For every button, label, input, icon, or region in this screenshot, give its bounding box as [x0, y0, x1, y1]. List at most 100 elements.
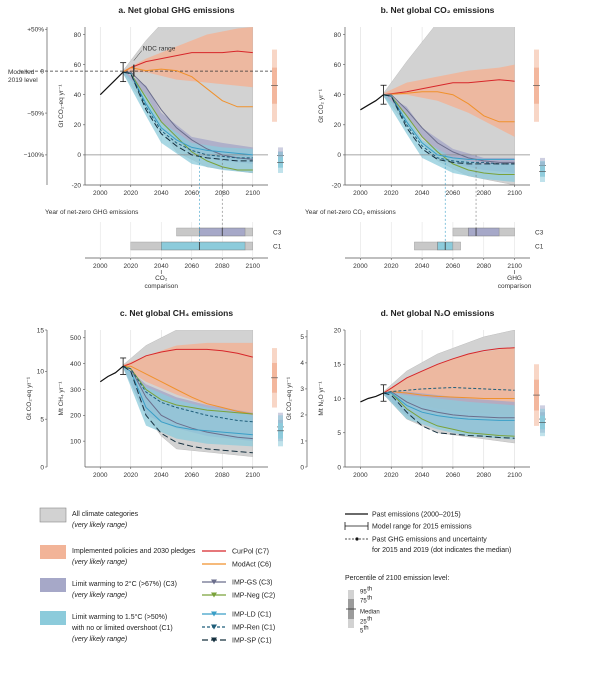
band-implemented-policies: [383, 64, 515, 137]
y-tick-label: 100: [70, 438, 81, 445]
x-tick-label: 2000: [93, 472, 108, 479]
x-tick-label: 2060: [185, 472, 200, 479]
legend-percentile-title: Percentile of 2100 emission level:: [345, 575, 449, 582]
y-tick-label: 60: [334, 62, 342, 69]
legend-swatch-c3: [40, 578, 66, 592]
series-imp-gs-c3-: [383, 391, 515, 419]
series-imp-neg-c2-: [123, 71, 253, 171]
legend-percentile-sup: th: [364, 626, 369, 632]
band-c1: [383, 391, 515, 440]
ndc-leader: [133, 50, 142, 61]
secondary-tick-label: 1: [300, 438, 304, 445]
netzero-title: Year of net-zero CO₂ emissions: [305, 209, 397, 216]
series-imp-sp-c1-: [383, 392, 515, 439]
series-imp-sp-c1-: [122, 365, 253, 454]
series-imp-gs-c3-: [383, 94, 515, 163]
legend-past-label: Past GHG emissions and uncertainty: [372, 537, 487, 544]
legend-past-label: Past emissions (2000–2015): [372, 512, 461, 519]
legend-band-label: with no or limited overshoot (C1): [71, 625, 173, 632]
x-tick-label: 2060: [446, 190, 461, 197]
series: [383, 347, 515, 439]
y-tick-label: 80: [334, 32, 342, 39]
y-tick-label: 5: [337, 430, 341, 437]
legend-percentile-sup: th: [367, 587, 372, 593]
series-imp-ren-c1-: [123, 71, 253, 159]
past-emissions: [360, 392, 384, 403]
legend-series-label: ModAct (C6): [232, 562, 271, 569]
netzero-row-label: C1: [535, 244, 544, 251]
x-tick-label: 2100: [246, 472, 261, 479]
legend-series-label: IMP-Ren (C1): [232, 625, 275, 632]
secondary-tick-label: 4: [300, 360, 304, 367]
legend-marker-triangle: [211, 592, 217, 598]
y-tick-label: 0: [337, 152, 341, 159]
x-tick-label: 2040: [415, 190, 430, 197]
legend-swatch-pol: [40, 545, 66, 559]
netzero-outer-box: [498, 227, 515, 237]
series-imp-neg-c2-: [383, 94, 515, 175]
netzero-row-label: C3: [273, 230, 282, 237]
x-tick-label: 2080: [215, 190, 230, 197]
legend-band-label: (very likely range): [72, 636, 127, 643]
series-imp-neg-c2-: [122, 365, 253, 415]
series-imp-neg-c2-: [383, 392, 515, 437]
legend-band-label: Implemented policies and 2030 pledges: [72, 548, 196, 555]
series-curpol-c7-: [383, 79, 515, 96]
band-c1: [383, 93, 515, 182]
y-axis-label: Gt CO₂-eq yr⁻¹: [58, 84, 65, 128]
netzero-outer-box: [244, 227, 253, 237]
netzero-tick-label: 2020: [384, 263, 399, 270]
y-tick-label: 20: [74, 122, 82, 129]
series-modact-c6-: [123, 365, 253, 415]
legend-band-label: (very likely range): [72, 592, 127, 599]
y-axis-label: Mt N₂O yr⁻¹: [318, 381, 325, 416]
y-tick-label: 40: [334, 92, 342, 99]
netzero-outer-box: [130, 241, 162, 251]
netzero-outer-box: [176, 227, 200, 237]
legend-marker-triangle: [211, 611, 217, 617]
legend-band-label: Limit warming to 2°C (>67%) (C3): [72, 580, 177, 588]
x-tick-label: 2060: [446, 472, 461, 479]
legend-series-label: IMP-Neg (C2): [232, 593, 275, 600]
x-tick-label: 2020: [384, 190, 399, 197]
x-tick-label: 2020: [124, 190, 139, 197]
bands: [122, 330, 253, 457]
netzero-outer-box: [452, 227, 469, 237]
legend-percentile-label: Median: [360, 610, 380, 616]
legend-marker-triangle: [211, 637, 217, 643]
netzero-tick-label: 2000: [93, 263, 108, 270]
secondary-tick-label: 5: [40, 416, 44, 423]
series-imp-ld-c1-: [383, 392, 515, 421]
legend-marker-triangle: [211, 579, 217, 585]
netzero-note: comparison: [144, 283, 178, 290]
netzero-row-label: C1: [273, 244, 282, 251]
y-tick-label: -20: [332, 182, 342, 189]
past-emissions: [99, 365, 124, 383]
legend-series-label: IMP-SP (C1): [232, 638, 272, 645]
netzero-row-label: C3: [535, 230, 544, 237]
x-tick-label: 2040: [154, 472, 169, 479]
legend-series-label: CurPol (C7): [232, 549, 269, 556]
x-tick-label: 2020: [384, 472, 399, 479]
series: [122, 348, 253, 454]
series-imp-ld-c1-: [122, 365, 253, 436]
legend-percentile-label: 25: [360, 620, 367, 626]
secondary-tick-label: 5: [300, 334, 304, 341]
y-tick-label: 500: [70, 335, 81, 342]
panel-title: c. Net global CH₄ emissions: [120, 308, 233, 318]
netzero-tick-label: 2060: [446, 263, 461, 270]
x-tick-label: 2100: [246, 190, 261, 197]
series-modact-c6-: [383, 91, 515, 123]
reference-label: Modelled: [8, 69, 35, 76]
netzero-tick-label: 2100: [507, 263, 522, 270]
secondary-axis-label: Gt CO₂-eq yr⁻¹: [26, 376, 33, 420]
legend-band-label: All climate categories: [72, 511, 139, 518]
netzero-tick-label: 2040: [415, 263, 430, 270]
x-tick-label: 2000: [353, 190, 368, 197]
series-modact-c6-: [383, 391, 515, 399]
x-tick-label: 2040: [415, 472, 430, 479]
legend-percentile-label: 5: [360, 629, 364, 635]
legend-series-label: IMP-GS (C3): [232, 580, 272, 587]
netzero-tick-label: 2020: [124, 263, 139, 270]
